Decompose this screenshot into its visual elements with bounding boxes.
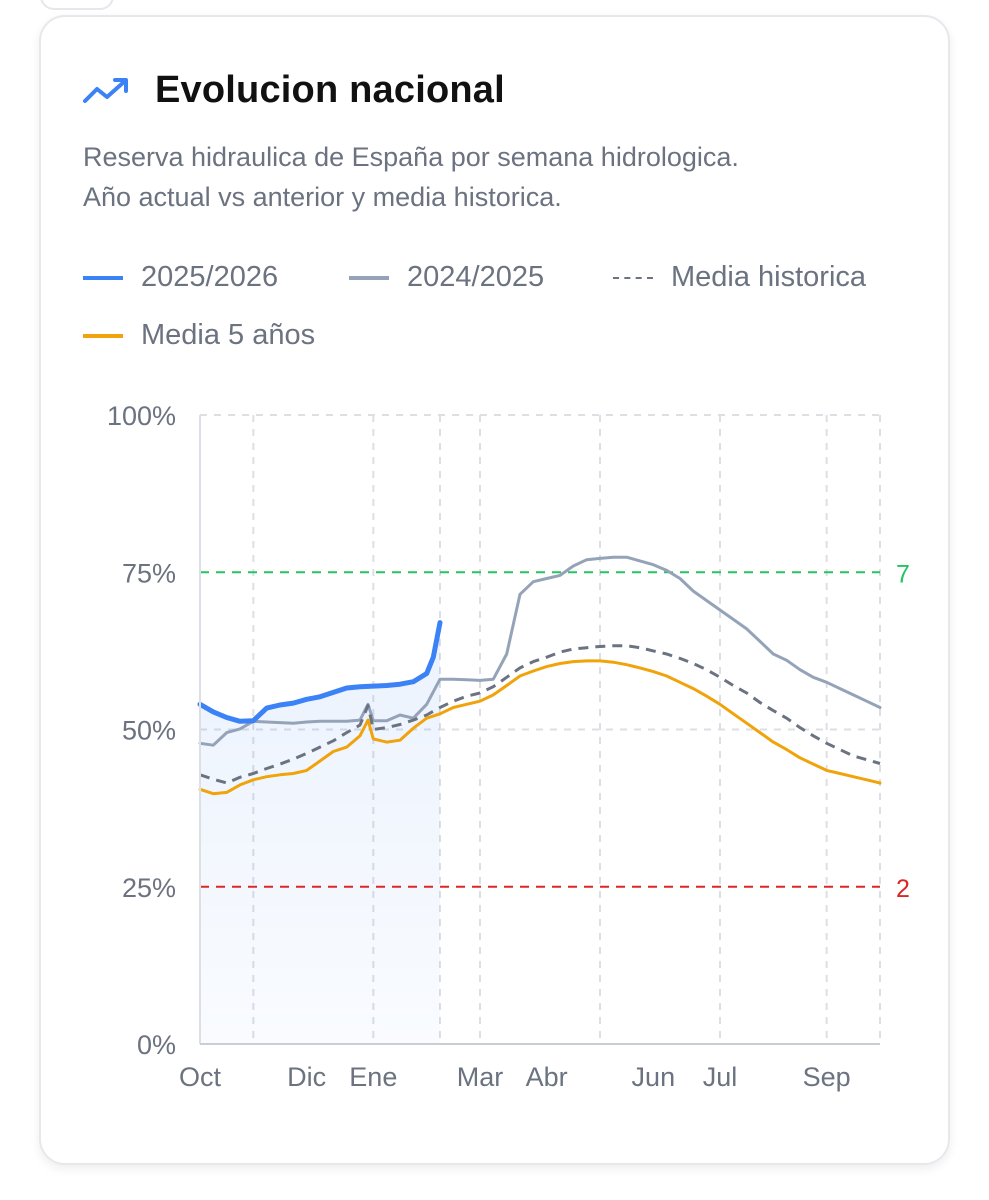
legend-label-previous: 2024/2025 — [407, 261, 545, 293]
x-tick-label: Jun — [632, 1062, 676, 1092]
series-line-2025-2026 — [197, 620, 443, 724]
threshold-label: 7 — [896, 560, 910, 588]
series-line-media-5-a-os — [198, 659, 882, 796]
x-tick-label: Oct — [179, 1062, 222, 1092]
legend-swatch-current — [83, 275, 123, 280]
y-tick-label: 25% — [122, 873, 176, 903]
x-tick-label: Jul — [703, 1062, 738, 1092]
legend-item-current[interactable]: 2025/2026 — [83, 261, 278, 294]
y-tick-label: 50% — [122, 716, 176, 746]
x-tick-label: Abr — [526, 1062, 568, 1092]
trending-up-icon — [83, 77, 128, 103]
x-tick-label: Ene — [349, 1062, 397, 1092]
evolucion-card: Evolucion nacional Reserva hidraulica de… — [39, 15, 950, 1165]
card-header: Evolucion nacional — [81, 69, 505, 112]
legend-swatch-five-year — [83, 333, 123, 338]
legend-label-historical: Media historica — [671, 261, 867, 293]
series — [197, 555, 882, 796]
x-tick-label: Sep — [803, 1062, 851, 1092]
legend-item-five-year[interactable]: Media 5 años — [83, 319, 315, 352]
legend-swatch-previous — [349, 275, 389, 280]
legend-label-five-year: Media 5 años — [141, 319, 316, 351]
y-tick-label: 100% — [107, 401, 176, 431]
series-line-media-historica — [199, 644, 881, 785]
legend-label-current: 2025/2026 — [141, 261, 279, 293]
y-tick-label: 75% — [122, 558, 176, 588]
thresholds: 72 — [200, 560, 910, 903]
x-tick-label: Mar — [457, 1062, 504, 1092]
legend-swatch-historical — [613, 276, 653, 279]
legend-item-historical[interactable]: Media historica — [613, 261, 866, 294]
axes: 100% 75% 50% 25% 0%Oct Dic Ene Mar Abr Jun Jul Sep — [107, 401, 880, 1092]
subtitle-line-1: Reserva hidraulica de España por semana … — [83, 142, 739, 172]
y-tick-label: 0% — [137, 1030, 176, 1060]
threshold-label: 2 — [896, 875, 910, 903]
x-tick-label: Dic — [287, 1062, 326, 1092]
legend-item-previous[interactable]: 2024/2025 — [349, 261, 544, 294]
series-line-2024-2025 — [198, 555, 882, 747]
card-subtitle: Reserva hidraulica de España por semana … — [83, 137, 923, 217]
card-title: Evolucion nacional — [155, 69, 505, 111]
subtitle-line-2: Año actual vs anterior y media historica… — [83, 182, 562, 212]
